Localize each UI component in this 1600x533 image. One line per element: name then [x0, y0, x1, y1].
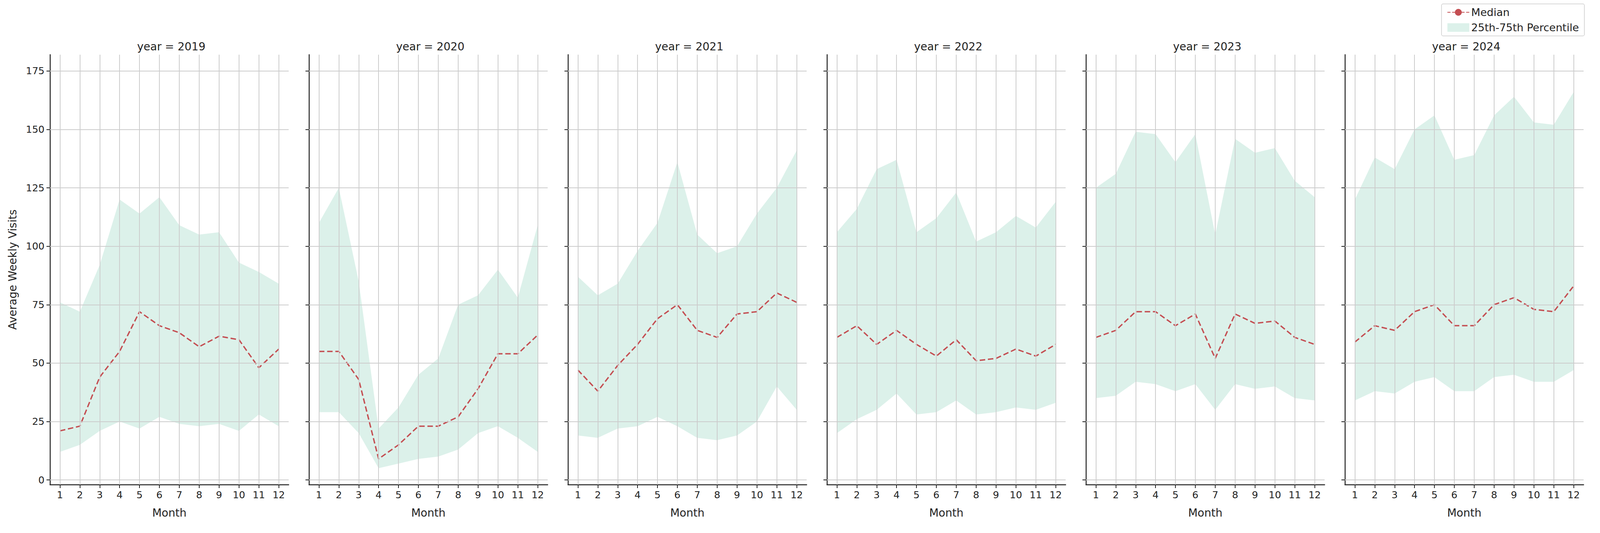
svg-text:year = 2022: year = 2022 — [914, 40, 983, 54]
svg-text:year = 2023: year = 2023 — [1173, 40, 1242, 54]
svg-text:0: 0 — [38, 474, 45, 486]
svg-text:7: 7 — [1471, 489, 1478, 501]
svg-text:10: 10 — [750, 489, 764, 501]
svg-text:3: 3 — [1391, 489, 1398, 501]
svg-text:year = 2021: year = 2021 — [655, 40, 724, 54]
svg-text:12: 12 — [1308, 489, 1322, 501]
svg-text:6: 6 — [1192, 489, 1199, 501]
svg-text:5: 5 — [913, 489, 920, 501]
svg-text:4: 4 — [893, 489, 900, 501]
svg-text:year = 2020: year = 2020 — [396, 40, 465, 54]
svg-text:6: 6 — [674, 489, 681, 501]
svg-text:7: 7 — [694, 489, 701, 501]
svg-text:3: 3 — [96, 489, 103, 501]
svg-text:1: 1 — [833, 489, 841, 501]
svg-text:8: 8 — [196, 489, 203, 501]
svg-text:2: 2 — [76, 489, 83, 501]
svg-text:12: 12 — [790, 489, 804, 501]
svg-text:150: 150 — [25, 123, 45, 136]
svg-text:5: 5 — [1172, 489, 1179, 501]
svg-text:4: 4 — [375, 489, 382, 501]
svg-text:11: 11 — [1029, 489, 1043, 501]
svg-text:7: 7 — [435, 489, 442, 501]
svg-text:Median: Median — [1471, 6, 1510, 19]
svg-text:5: 5 — [654, 489, 661, 501]
svg-text:7: 7 — [1212, 489, 1219, 501]
svg-text:6: 6 — [156, 489, 163, 501]
svg-text:11: 11 — [252, 489, 266, 501]
svg-text:2: 2 — [1112, 489, 1119, 501]
svg-text:10: 10 — [1009, 489, 1023, 501]
svg-text:12: 12 — [1049, 489, 1063, 501]
svg-text:2: 2 — [1371, 489, 1378, 501]
svg-text:Month: Month — [1447, 506, 1482, 520]
svg-text:7: 7 — [953, 489, 960, 501]
svg-text:11: 11 — [770, 489, 784, 501]
svg-text:3: 3 — [1132, 489, 1139, 501]
svg-text:3: 3 — [873, 489, 880, 501]
svg-text:12: 12 — [272, 489, 286, 501]
svg-text:9: 9 — [475, 489, 482, 501]
svg-text:4: 4 — [634, 489, 641, 501]
svg-text:year = 2024: year = 2024 — [1432, 40, 1501, 54]
svg-text:1: 1 — [57, 489, 64, 501]
svg-text:10: 10 — [491, 489, 505, 501]
svg-text:8: 8 — [1232, 489, 1239, 501]
svg-text:9: 9 — [1251, 489, 1259, 501]
svg-text:5: 5 — [395, 489, 402, 501]
svg-text:9: 9 — [1510, 489, 1518, 501]
svg-text:10: 10 — [1527, 489, 1541, 501]
svg-text:Month: Month — [411, 506, 446, 520]
svg-text:6: 6 — [1451, 489, 1458, 501]
svg-text:Month: Month — [929, 506, 964, 520]
svg-text:125: 125 — [25, 182, 45, 194]
svg-text:Month: Month — [670, 506, 705, 520]
svg-text:11: 11 — [511, 489, 525, 501]
svg-text:11: 11 — [1547, 489, 1561, 501]
svg-text:4: 4 — [1152, 489, 1159, 501]
svg-text:100: 100 — [25, 240, 45, 252]
svg-text:10: 10 — [1268, 489, 1282, 501]
svg-text:12: 12 — [531, 489, 545, 501]
svg-text:75: 75 — [32, 299, 45, 311]
svg-text:1: 1 — [1092, 489, 1100, 501]
svg-text:10: 10 — [232, 489, 246, 501]
svg-text:11: 11 — [1288, 489, 1302, 501]
svg-text:4: 4 — [1411, 489, 1418, 501]
svg-text:9: 9 — [992, 489, 1000, 501]
svg-text:8: 8 — [1491, 489, 1498, 501]
svg-text:6: 6 — [933, 489, 940, 501]
svg-text:2: 2 — [335, 489, 342, 501]
svg-text:2: 2 — [853, 489, 860, 501]
svg-text:175: 175 — [25, 65, 45, 77]
svg-text:8: 8 — [973, 489, 980, 501]
svg-text:Month: Month — [152, 506, 187, 520]
svg-text:7: 7 — [176, 489, 183, 501]
svg-text:3: 3 — [355, 489, 362, 501]
svg-text:5: 5 — [1431, 489, 1438, 501]
svg-text:9: 9 — [733, 489, 741, 501]
svg-text:8: 8 — [714, 489, 721, 501]
svg-text:5: 5 — [136, 489, 143, 501]
svg-text:8: 8 — [455, 489, 462, 501]
svg-text:50: 50 — [32, 357, 45, 369]
svg-text:25th-75th Percentile: 25th-75th Percentile — [1471, 21, 1579, 34]
svg-text:12: 12 — [1567, 489, 1581, 501]
svg-text:1: 1 — [575, 489, 582, 501]
svg-text:2: 2 — [594, 489, 601, 501]
svg-text:1: 1 — [316, 489, 323, 501]
svg-text:Average Weekly Visits: Average Weekly Visits — [6, 209, 20, 330]
svg-text:Month: Month — [1188, 506, 1223, 520]
svg-text:25: 25 — [32, 416, 45, 428]
svg-text:1: 1 — [1351, 489, 1359, 501]
svg-text:year = 2019: year = 2019 — [137, 40, 206, 54]
svg-text:9: 9 — [216, 489, 223, 501]
svg-text:6: 6 — [415, 489, 422, 501]
svg-text:3: 3 — [614, 489, 621, 501]
svg-text:4: 4 — [116, 489, 123, 501]
